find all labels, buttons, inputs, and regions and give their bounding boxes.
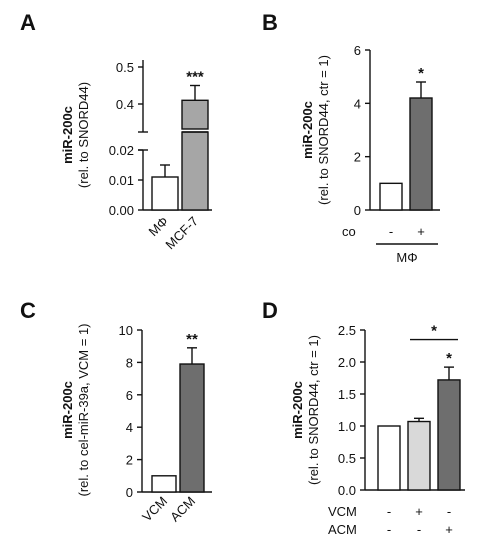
y-tick-label: 0.0 xyxy=(338,483,356,498)
y-tick-label: 4 xyxy=(126,420,133,435)
row-sign: - xyxy=(387,522,391,537)
x-tick-label: MCF-7 xyxy=(162,214,201,253)
group-label: MΦ xyxy=(396,250,417,265)
panel-label-B: B xyxy=(262,10,278,35)
significance-label: * xyxy=(418,65,424,82)
x-tick-label: VCM xyxy=(139,494,170,525)
y-tick-label: 0.02 xyxy=(109,143,134,158)
row-sign: - xyxy=(387,504,391,519)
significance-label: ** xyxy=(186,331,198,348)
y-tick-label: 2 xyxy=(354,150,361,165)
y-tick-label: 8 xyxy=(126,355,133,370)
row-label-ACM: ACM xyxy=(328,522,357,537)
x-sign-label: + xyxy=(417,224,425,239)
bar-co-minus xyxy=(379,182,403,211)
significance-label: * xyxy=(446,350,452,367)
y-axis-title: miR-200c(rel. to SNORD44) xyxy=(60,82,91,188)
y-tick-label: 2 xyxy=(126,453,133,468)
y-tick-label: 0.00 xyxy=(109,203,134,218)
y-axis-title: miR-200c(rel. to cel-miR-39a, VCM = 1) xyxy=(60,323,91,496)
y-tick-label: 0 xyxy=(126,485,133,500)
significance-label: *** xyxy=(186,69,204,86)
bar-acm xyxy=(437,379,461,491)
y-tick-label: 2.5 xyxy=(338,323,356,338)
y-tick-label: 6 xyxy=(354,43,361,58)
y-tick-label: 4 xyxy=(354,96,361,111)
row-label: co xyxy=(342,224,356,239)
bar-ACM xyxy=(179,363,205,493)
x-tick-label: ACM xyxy=(167,494,198,525)
row-label-VCM: VCM xyxy=(328,504,357,519)
x-tick-label: MΦ xyxy=(146,214,172,240)
y-tick-label: 0.5 xyxy=(116,60,134,75)
row-sign: - xyxy=(417,522,421,537)
bar-MΦ xyxy=(151,176,179,211)
y-tick-label: 1.5 xyxy=(338,387,356,402)
y-tick-label: 0.4 xyxy=(116,97,134,112)
y-tick-label: 6 xyxy=(126,388,133,403)
panel-label-D: D xyxy=(262,298,278,323)
y-tick-label: 0 xyxy=(354,203,361,218)
y-tick-label: 0.01 xyxy=(109,173,134,188)
bar-co-plus xyxy=(409,97,433,211)
panel-label-C: C xyxy=(20,298,36,323)
row-sign: + xyxy=(415,504,423,519)
panel-label-A: A xyxy=(20,10,36,35)
y-tick-label: 0.5 xyxy=(338,451,356,466)
y-tick-label: 2.0 xyxy=(338,355,356,370)
bar-control xyxy=(377,425,401,491)
x-sign-label: - xyxy=(389,224,393,239)
row-sign: - xyxy=(447,504,451,519)
bar-MCF-7-lower xyxy=(181,131,209,211)
y-axis-title: miR-200c(rel. to SNORD44, ctr = 1) xyxy=(300,55,331,205)
y-tick-label: 10 xyxy=(119,323,133,338)
row-sign: + xyxy=(445,522,453,537)
bar-vcm xyxy=(407,420,431,491)
significance-bracket-label: * xyxy=(431,323,437,340)
y-tick-label: 1.0 xyxy=(338,419,356,434)
bar-VCM xyxy=(151,475,177,493)
y-axis-title: miR-200c(rel. to SNORD44, ctr = 1) xyxy=(290,335,321,485)
bar-MCF-7-upper xyxy=(181,99,209,130)
